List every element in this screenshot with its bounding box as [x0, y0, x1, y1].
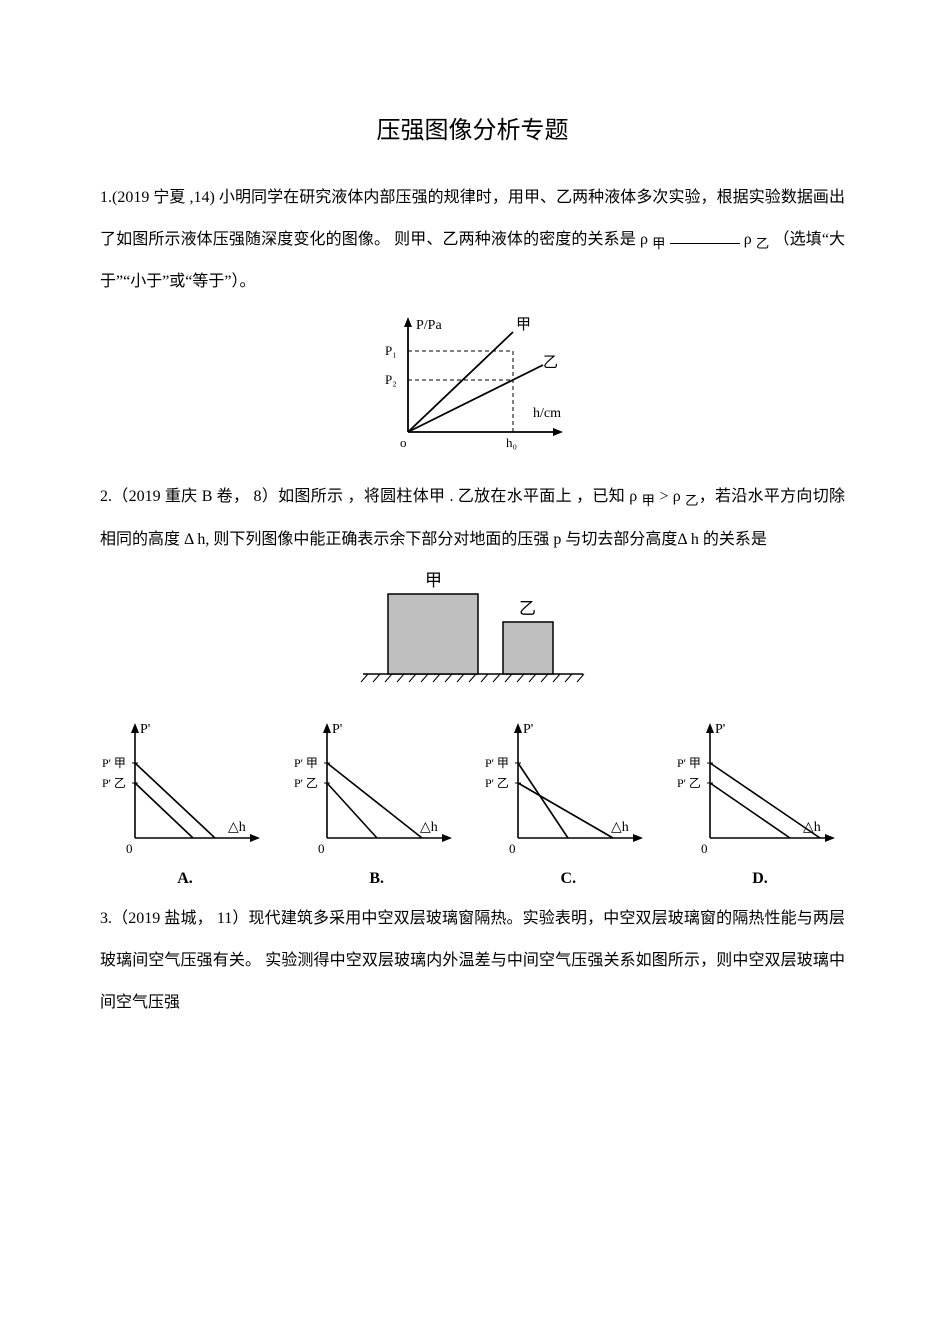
- q2-option-c: P' △h 0 P' 甲 P' 乙 C.: [483, 713, 653, 888]
- q1-sub-jia: 甲: [652, 236, 665, 251]
- svg-text:P' 乙: P' 乙: [294, 776, 318, 790]
- q1-h0: h₀: [506, 435, 517, 450]
- q3-text: 3.（2019 盐城， 11）现代建筑多采用中空双层玻璃窗隔热。实验表明，中空双…: [100, 898, 845, 1023]
- q1-p1: P₁: [385, 343, 397, 358]
- svg-text:P': P': [140, 722, 150, 737]
- q2-option-b: P' △h 0 P' 甲 P' 乙 B.: [292, 713, 462, 888]
- q1-o: o: [400, 435, 407, 450]
- svg-text:P' 乙: P' 乙: [677, 776, 701, 790]
- q1-line-yi-label: 乙: [543, 355, 558, 371]
- q1-line-jia-label: 甲: [516, 317, 531, 333]
- svg-text:P': P': [332, 722, 342, 737]
- q1-p2: P₂: [385, 372, 397, 387]
- q2-cyl-svg: 甲 乙: [333, 564, 613, 694]
- q2-sub-yi: 乙: [685, 493, 699, 508]
- opt-d-label: D.: [675, 870, 845, 888]
- q2-jia-label: 甲: [425, 571, 442, 590]
- svg-text:0: 0: [701, 841, 708, 856]
- q2-part-a: 2.（2019 重庆 B 卷， 8）如图所示 ，将圆柱体甲 . 乙放在水平面上 …: [100, 488, 642, 505]
- svg-text:△h: △h: [420, 820, 438, 835]
- q1-ylabel: P/Pa: [416, 318, 442, 333]
- svg-text:P' 甲: P' 甲: [102, 756, 126, 770]
- page-title: 压强图像分析专题: [100, 110, 845, 145]
- q1-xlabel: h/cm: [533, 406, 561, 421]
- page: 压强图像分析专题 1.(2019 宁夏 ,14) 小明同学在研究液体内部压强的规…: [0, 0, 945, 1087]
- svg-text:△h: △h: [611, 820, 629, 835]
- q2-yi-label: 乙: [519, 599, 536, 618]
- q2-gt: > ρ: [655, 488, 685, 505]
- svg-text:0: 0: [126, 841, 133, 856]
- svg-text:P' 乙: P' 乙: [102, 776, 126, 790]
- q2-option-d: P' △h 0 P' 甲 P' 乙 D.: [675, 713, 845, 888]
- opt-b-label: B.: [292, 870, 462, 888]
- svg-text:P' 甲: P' 甲: [677, 756, 701, 770]
- opt-c-label: C.: [483, 870, 653, 888]
- q1-text: 1.(2019 宁夏 ,14) 小明同学在研究液体内部压强的规律时，用甲、乙两种…: [100, 177, 845, 303]
- svg-text:0: 0: [509, 841, 516, 856]
- q1-blank: [670, 227, 740, 244]
- svg-text:0: 0: [318, 841, 325, 856]
- q2-options-row: P' △h 0 P' 甲 P' 乙 A. P': [100, 713, 845, 888]
- q2-option-a: P' △h 0 P' 甲 P' 乙 A.: [100, 713, 270, 888]
- svg-text:△h: △h: [228, 820, 246, 835]
- svg-text:P' 甲: P' 甲: [485, 756, 509, 770]
- q1-chart: o P/Pa h/cm 甲 乙 P₁ P₂ h₀: [100, 307, 845, 462]
- svg-text:P' 乙: P' 乙: [485, 776, 509, 790]
- svg-text:P' 甲: P' 甲: [294, 756, 318, 770]
- q1-part-b: ρ: [744, 231, 756, 248]
- opt-a-label: A.: [100, 870, 270, 888]
- q2-text: 2.（2019 重庆 B 卷， 8）如图所示 ，将圆柱体甲 . 乙放在水平面上 …: [100, 476, 845, 560]
- svg-text:P': P': [523, 722, 533, 737]
- q2-cylinders: 甲 乙: [100, 564, 845, 699]
- q2-sub-jia: 甲: [642, 493, 656, 508]
- q1-chart-svg: o P/Pa h/cm 甲 乙 P₁ P₂ h₀: [358, 307, 588, 457]
- svg-text:P': P': [715, 722, 725, 737]
- q1-sub-yi: 乙: [756, 236, 769, 251]
